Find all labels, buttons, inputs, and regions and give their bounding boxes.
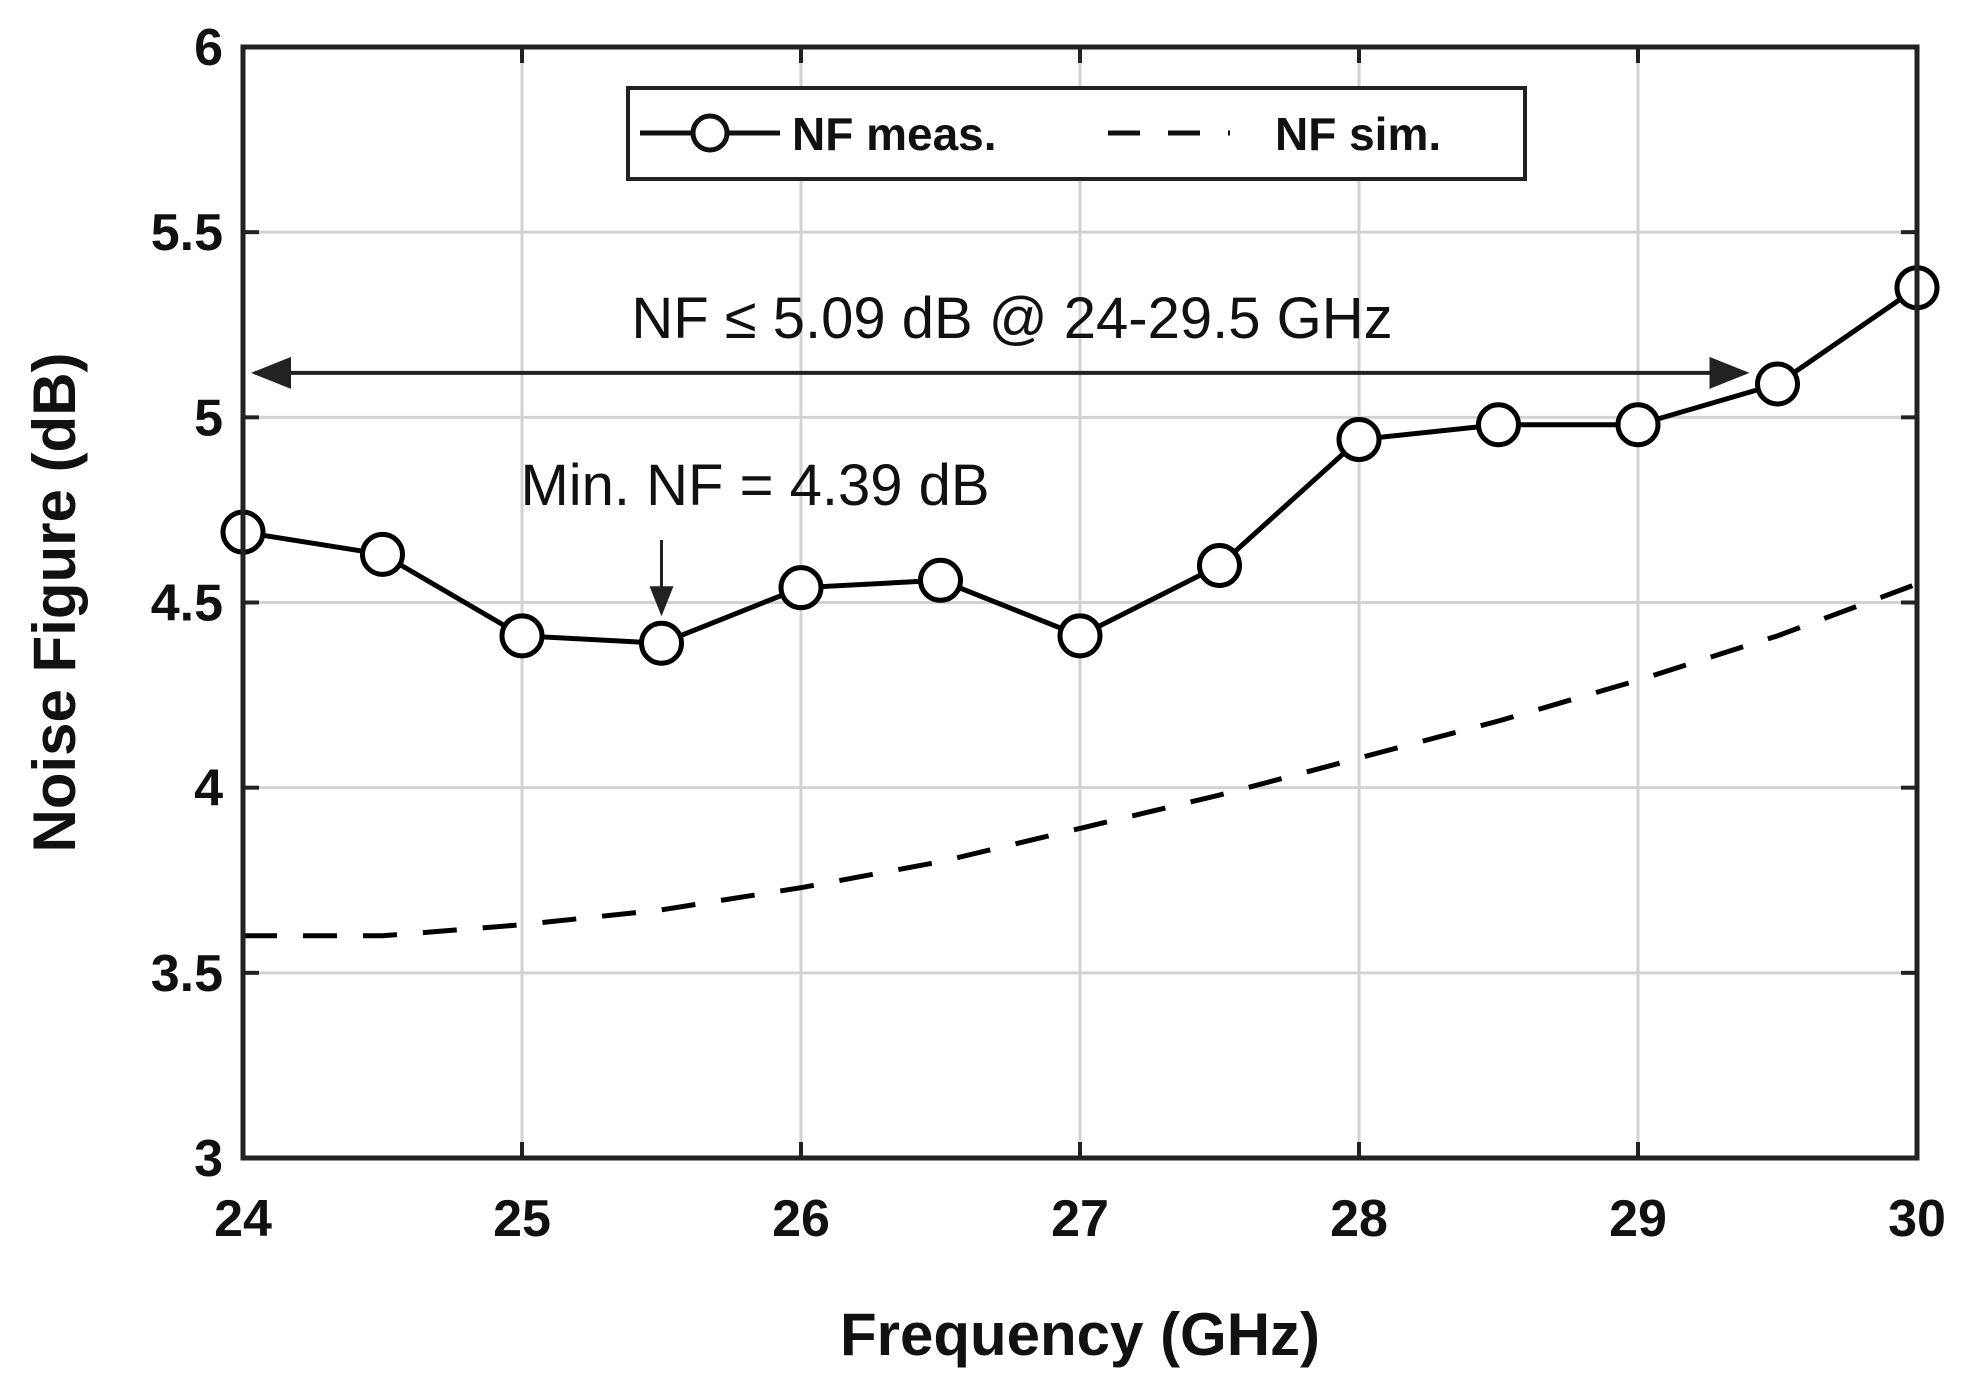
y-tick-label: 3: [194, 1130, 223, 1188]
nf-meas-point: [1476, 402, 1521, 448]
legend-meas-marker: [690, 113, 730, 153]
legend-meas-label: NF meas.: [792, 108, 997, 160]
y-tick-label: 5.5: [151, 204, 223, 262]
nf-meas-point: [360, 531, 405, 577]
grid: [241, 45, 1919, 1160]
nf-meas-point: [499, 613, 545, 659]
x-tick-label: 27: [1051, 1190, 1109, 1248]
x-tick-label: 24: [214, 1190, 272, 1248]
nf-meas-point: [1615, 402, 1661, 448]
y-tick-label: 4.5: [151, 575, 223, 633]
legend-sim-label: NF sim.: [1275, 108, 1441, 160]
y-tick-label: 5: [194, 389, 223, 447]
y-tick-label: 4: [194, 760, 223, 818]
y-tick-label: 6: [194, 19, 223, 77]
x-tick-label: 29: [1609, 1190, 1667, 1248]
nf-meas-point: [778, 565, 824, 611]
x-tick-label: 26: [772, 1190, 830, 1248]
series-layer: [220, 265, 1940, 939]
legend: NF meas. NF sim.: [626, 86, 1527, 181]
x-axis-label: Frequency (GHz): [840, 1301, 1320, 1368]
x-tick-label: 28: [1330, 1190, 1388, 1248]
x-tick-label: 30: [1888, 1190, 1946, 1248]
nf-meas-point: [1197, 542, 1242, 588]
range-annotation: NF ≤ 5.09 dB @ 24-29.5 GHz: [631, 286, 1392, 351]
y-tick-label: 3.5: [151, 945, 223, 1003]
min-nf-annotation: Min. NF = 4.39 dB: [520, 453, 989, 518]
annotations: NF ≤ 5.09 dB @ 24-29.5 GHz Min. NF = 4.3…: [251, 286, 1750, 617]
nf-meas-point: [1755, 361, 1800, 407]
series-nf-sim-line: [243, 581, 1918, 939]
nf-meas-point: [639, 620, 684, 666]
nf-meas-point: [1336, 417, 1382, 463]
nf-meas-point: [1057, 613, 1103, 659]
ticks: 24 25 26 27 28 29 30 3 3.5 4 4.5 5 5.5 6: [151, 19, 1946, 1248]
nf-meas-point: [918, 557, 963, 603]
x-tick-label: 25: [493, 1190, 551, 1248]
y-axis-label: Noise Figure (dB): [21, 352, 88, 852]
